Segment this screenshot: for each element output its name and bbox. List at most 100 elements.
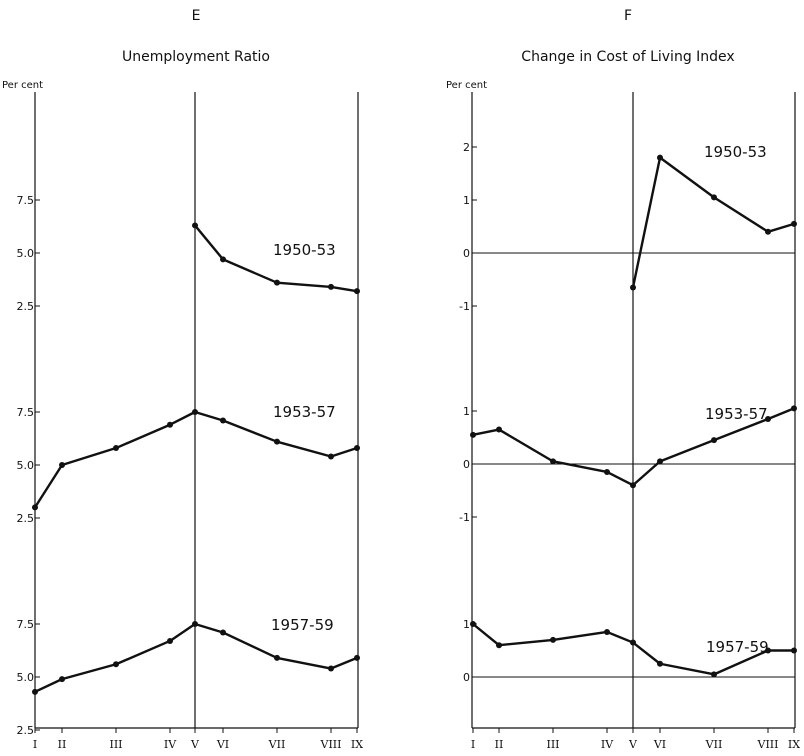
- series-label-1953-57: 1953-57: [273, 403, 336, 421]
- data-point-1953-57: [496, 426, 502, 433]
- data-point-1953-57: [220, 417, 226, 424]
- series-line-1953-57: [33, 410, 358, 509]
- x-tick-label-e: II: [58, 738, 67, 751]
- data-point-1950-53: [328, 283, 334, 290]
- x-tick-label-f: II: [495, 738, 504, 751]
- x-tick-label-f: IX: [788, 738, 800, 751]
- panel-e: E Unemployment Ratio Per cent I II III IV V V…: [2, 8, 363, 751]
- x-tick-label-f: IV: [601, 738, 614, 751]
- data-point-1957-59: [59, 676, 65, 683]
- data-point-1953-57: [470, 431, 476, 438]
- y-tick-label-e: 5.0: [17, 459, 35, 472]
- data-point-1957-59: [328, 665, 334, 672]
- x-tick-label-f: III: [546, 738, 559, 751]
- data-point-1953-57: [59, 462, 65, 468]
- y-tick-label-e: 7.5: [17, 406, 35, 419]
- y-tick-label-f: -1: [459, 511, 470, 524]
- data-point-1953-57: [711, 437, 717, 444]
- x-tick-label-e: V: [190, 738, 200, 751]
- x-tick-label-e: I: [33, 738, 37, 751]
- panel-letter-f: F: [624, 8, 632, 24]
- data-point-1957-59: [192, 621, 198, 627]
- data-point-1950-53: [192, 222, 198, 229]
- data-point-1950-53: [274, 279, 280, 286]
- series-label-1950-53: 1950-53: [273, 241, 336, 259]
- x-tick-label-e: VII: [268, 738, 286, 751]
- data-point-1957-59: [274, 654, 280, 661]
- y-tick-label-f: 1: [463, 618, 470, 631]
- y-tick-label-f: 0: [463, 247, 470, 260]
- y-axis-unit-e: Per cent: [2, 80, 43, 91]
- x-tick-label-f: I: [471, 738, 475, 751]
- series-label-1957-59: 1957-59: [706, 638, 769, 656]
- data-point-1950-53: [791, 220, 797, 227]
- data-point-1953-57: [657, 458, 663, 465]
- data-point-1953-57: [630, 482, 636, 489]
- data-point-1953-57: [113, 445, 119, 452]
- data-point-1957-59: [470, 621, 476, 627]
- chart-title-e: Unemployment Ratio: [122, 49, 270, 65]
- y-tick-label-e: 5.0: [17, 247, 35, 260]
- y-tick-label-f: -1: [459, 300, 470, 313]
- x-tick-label-e: VIII: [320, 738, 342, 751]
- x-tick-label-e: IX: [351, 738, 363, 751]
- plot-area-f: I II III IV V VI VII VIII IX210-11950-5310-11953…: [459, 92, 800, 751]
- y-tick-label-f: 0: [463, 671, 470, 684]
- data-point-1953-57: [167, 421, 173, 428]
- data-point-1957-59: [604, 628, 610, 635]
- data-point-1957-59: [657, 660, 663, 667]
- series-line-1950-53: [631, 156, 795, 288]
- y-tick-label-f: 0: [463, 458, 470, 471]
- data-point-1950-53: [630, 284, 636, 291]
- x-tick-label-f: VIII: [757, 738, 779, 751]
- data-point-1950-53: [711, 194, 717, 201]
- data-point-1953-57: [550, 458, 556, 465]
- data-point-1957-59: [496, 642, 502, 649]
- data-point-1953-57: [604, 468, 610, 475]
- y-axis-unit-f: Per cent: [446, 80, 487, 91]
- data-point-1957-59: [630, 639, 636, 646]
- panel-f: F Change in Cost of Living Index Per cen…: [446, 8, 800, 751]
- y-tick-label-f: 1: [463, 405, 470, 418]
- chart-title-f: Change in Cost of Living Index: [521, 49, 734, 65]
- x-tick-label-f: VI: [653, 738, 666, 751]
- y-tick-label-e: 5.0: [17, 671, 35, 684]
- y-tick-label-f: 2: [463, 141, 470, 154]
- data-point-1957-59: [550, 636, 556, 643]
- data-point-1953-57: [274, 438, 280, 445]
- y-tick-label-e: 2.5: [17, 512, 35, 525]
- y-tick-label-e: 7.5: [17, 618, 35, 631]
- data-point-1950-53: [657, 154, 663, 161]
- data-point-1957-59: [32, 688, 38, 695]
- x-tick-label-e: III: [109, 738, 122, 751]
- series-label-1953-57: 1953-57: [705, 405, 768, 423]
- data-point-1953-57: [765, 415, 771, 422]
- x-tick-label-e: IV: [164, 738, 177, 751]
- series-label-1950-53: 1950-53: [704, 143, 767, 161]
- data-point-1953-57: [791, 405, 797, 412]
- data-point-1950-53: [354, 288, 360, 295]
- y-tick-label-e: 2.5: [17, 300, 35, 313]
- data-point-1953-57: [328, 453, 334, 460]
- x-tick-label-f: V: [628, 738, 638, 751]
- data-point-1950-53: [765, 228, 771, 235]
- data-point-1957-59: [354, 654, 360, 661]
- data-point-1957-59: [220, 629, 226, 636]
- data-point-1957-59: [711, 671, 717, 678]
- panel-letter-e: E: [192, 8, 201, 24]
- data-point-1953-57: [32, 504, 38, 511]
- data-point-1950-53: [220, 256, 226, 263]
- data-point-1957-59: [167, 637, 173, 644]
- data-point-1953-57: [192, 409, 198, 415]
- data-point-1953-57: [354, 445, 360, 452]
- x-tick-label-f: VII: [705, 738, 723, 751]
- y-tick-label-e: 2.5: [17, 724, 35, 737]
- x-tick-label-e: VI: [216, 738, 229, 751]
- data-point-1957-59: [113, 661, 119, 668]
- data-point-1957-59: [765, 647, 771, 654]
- series-line-1957-59: [34, 622, 358, 693]
- plot-area-e: I II III IV V VI VII VIII IX7.55.02.51950-537.55…: [17, 92, 363, 751]
- y-tick-label-f: 1: [463, 194, 470, 207]
- data-point-1957-59: [791, 647, 797, 654]
